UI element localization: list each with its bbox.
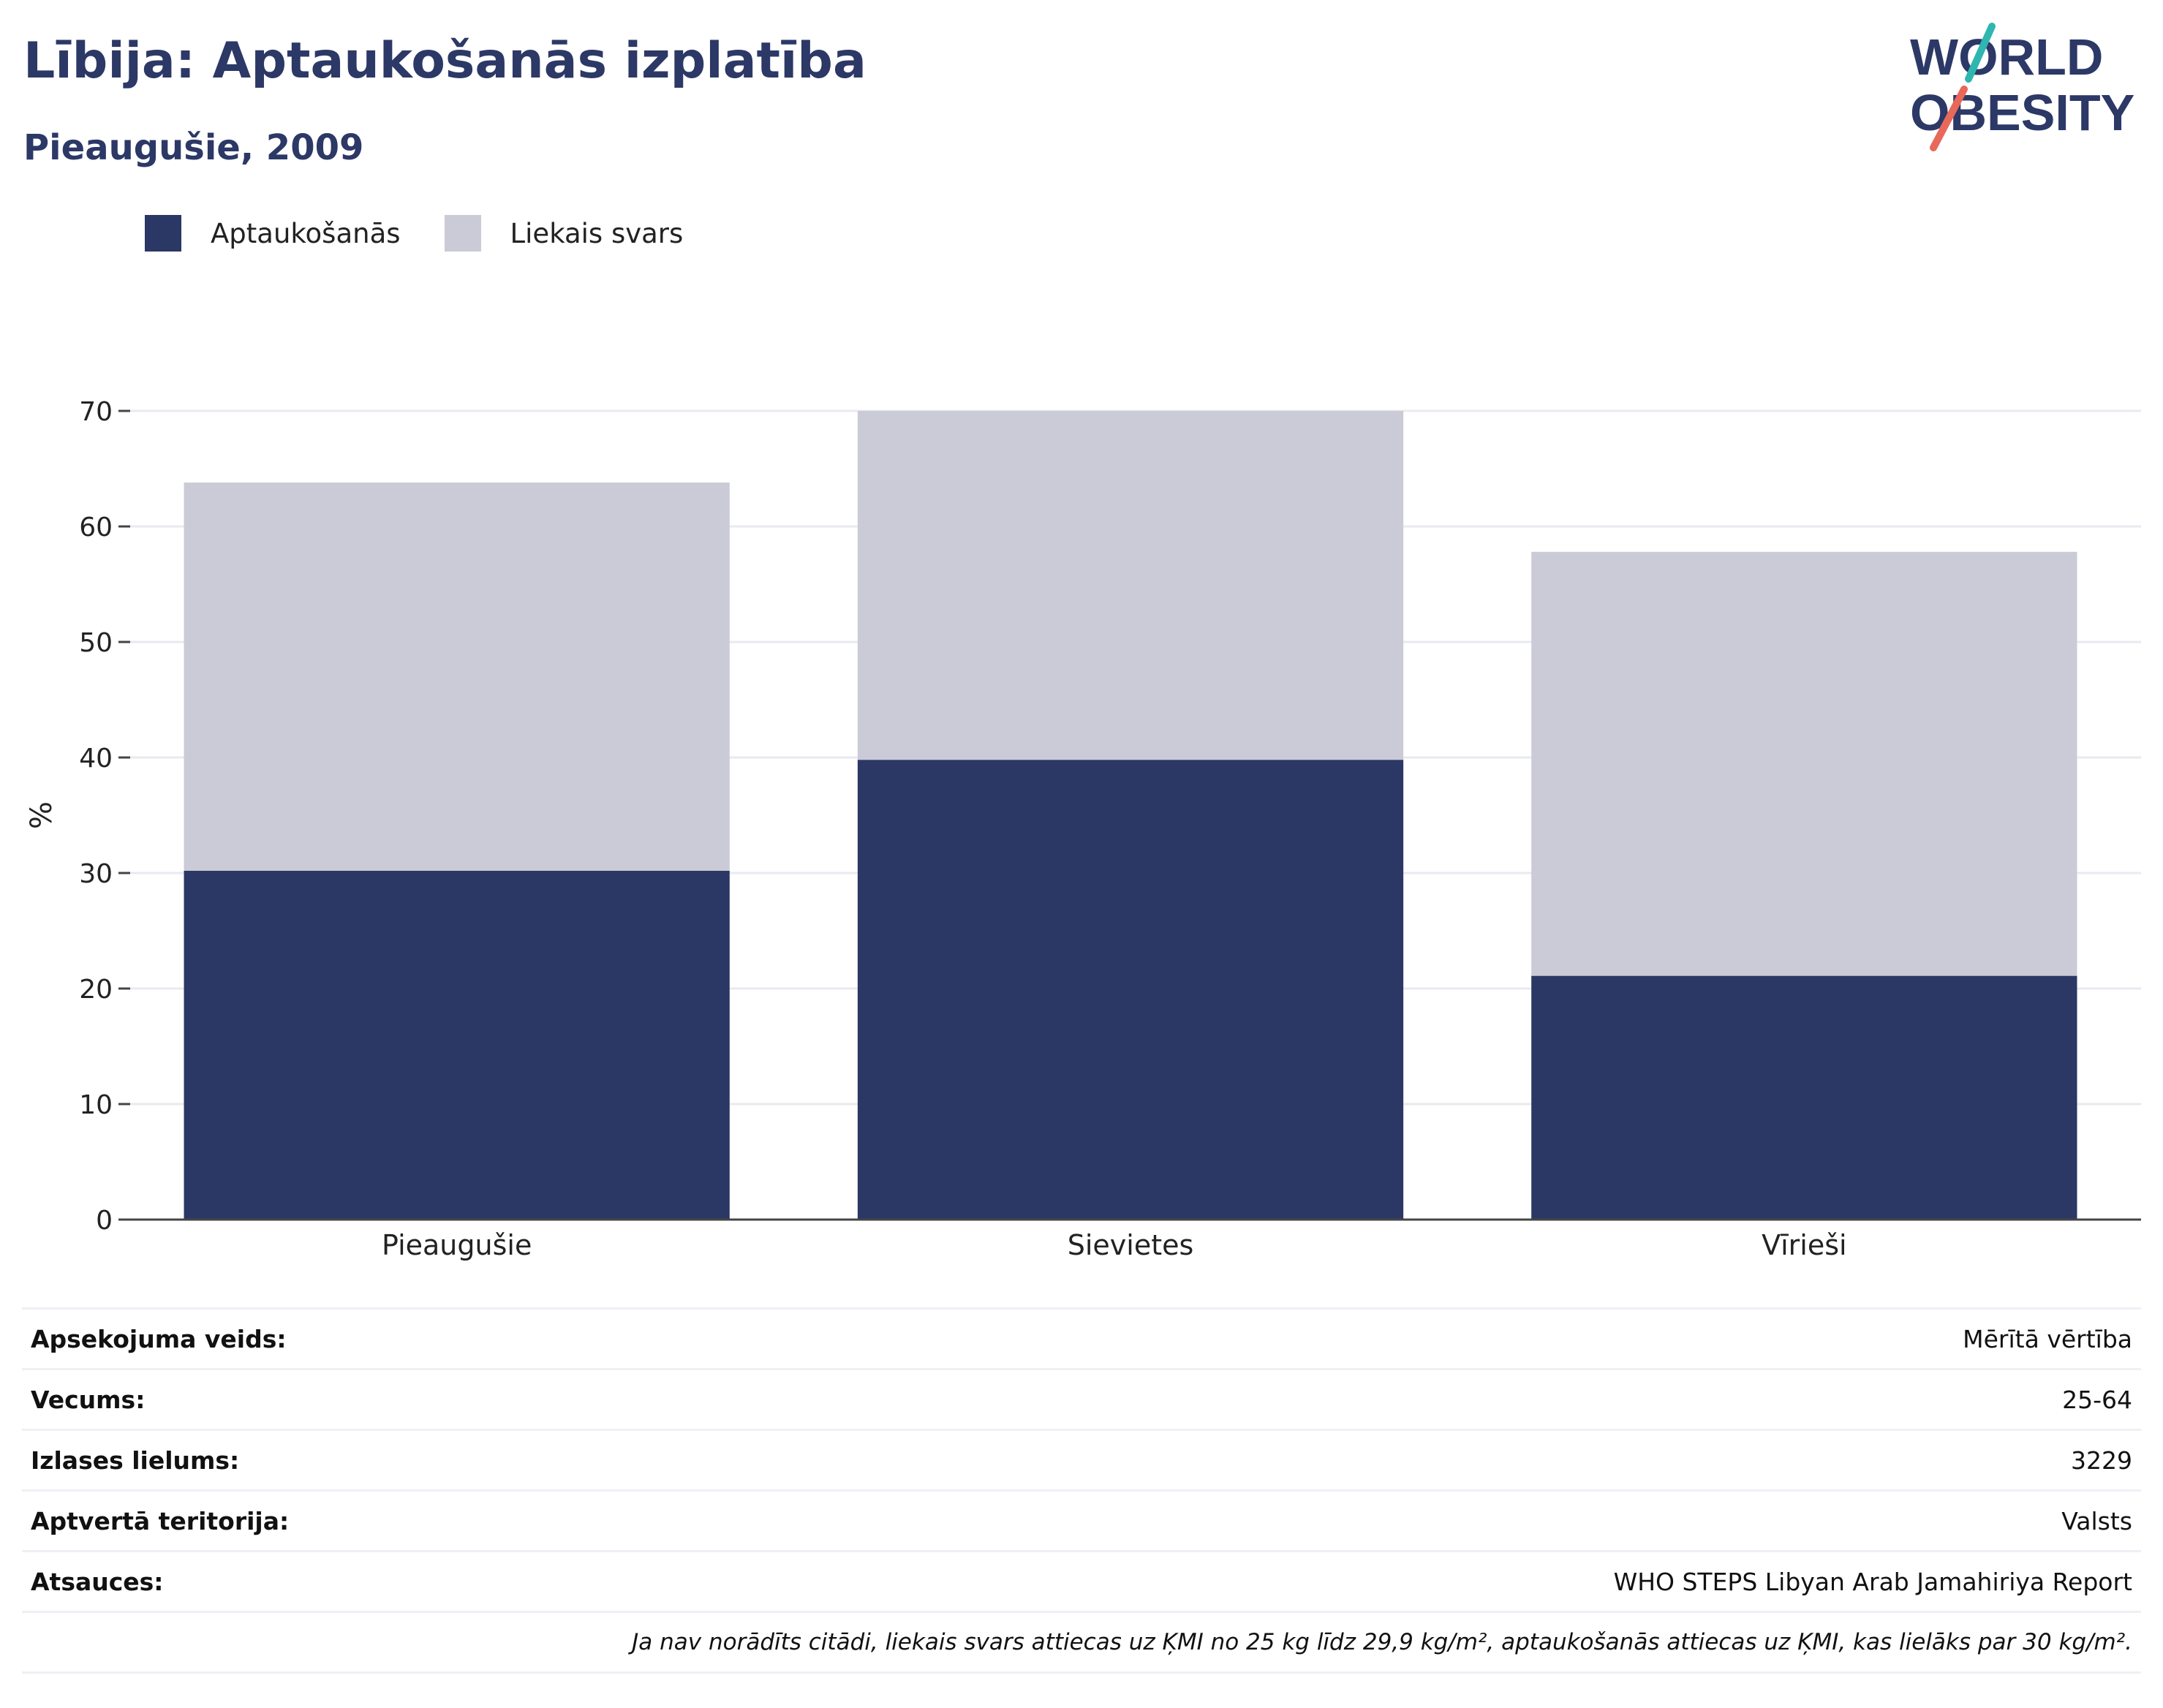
- info-value: Valsts: [2061, 1506, 2132, 1535]
- definition-note: Ja nav norādīts citādi, liekais svars at…: [22, 1613, 2141, 1674]
- bar-obesity: [1531, 975, 2077, 1220]
- bar-overweight: [184, 482, 730, 871]
- logo-word-obesity: OBESITY: [1910, 84, 2134, 141]
- info-key: Aptvertā teritorija:: [31, 1506, 290, 1535]
- survey-info-table: Apsekojuma veids: Mērītā vērtība Vecums:…: [22, 1307, 2141, 1674]
- y-tick-label: 70: [79, 397, 113, 427]
- chart-title: Lībija: Aptaukošanās izplatība: [23, 32, 867, 90]
- chart-legend: Aptaukošanās Liekais svars: [145, 215, 683, 252]
- legend-label-obesity: Aptaukošanās: [211, 217, 401, 249]
- info-row: Izlases lielums: 3229: [22, 1431, 2141, 1492]
- chart-subtitle: Pieaugušie, 2009: [23, 127, 364, 168]
- legend-swatch-obesity: [145, 215, 181, 252]
- y-tick-label: 0: [96, 1206, 113, 1236]
- info-row: Atsauces: WHO STEPS Libyan Arab Jamahiri…: [22, 1552, 2141, 1613]
- bar-obesity: [184, 870, 730, 1220]
- x-tick-label: Sievietes: [1068, 1229, 1194, 1261]
- info-key: Izlases lielums:: [31, 1446, 240, 1475]
- bar-obesity: [857, 760, 1404, 1220]
- info-value: Mērītā vērtība: [1963, 1324, 2132, 1353]
- y-tick-label: 60: [79, 513, 113, 543]
- legend-swatch-overweight: [444, 215, 481, 252]
- info-row: Apsekojuma veids: Mērītā vērtība: [22, 1310, 2141, 1370]
- y-tick-label: 30: [79, 859, 113, 889]
- y-tick-label: 50: [79, 628, 113, 658]
- info-row: Aptvertā teritorija: Valsts: [22, 1492, 2141, 1552]
- legend-item-obesity[interactable]: Aptaukošanās: [145, 215, 401, 252]
- info-row: Vecums: 25-64: [22, 1370, 2141, 1431]
- x-tick-label: Vīrieši: [1762, 1229, 1846, 1261]
- info-key: Vecums:: [31, 1385, 146, 1414]
- x-tick-label: Pieaugušie: [382, 1229, 532, 1261]
- y-tick-label: 40: [79, 744, 113, 774]
- y-axis-label: %: [25, 801, 58, 829]
- y-tick-label: 20: [79, 975, 113, 1005]
- world-obesity-logo: WORLD OBESITY: [1910, 23, 2134, 151]
- bar-overweight: [1531, 551, 2077, 976]
- stacked-bar-chart: 0 10 20 30 40 50 60 70% Pieaugušie Sievietes Vīrie…: [25, 397, 2141, 1261]
- info-value: 25-64: [2062, 1385, 2132, 1414]
- logo-slash-red: [1930, 86, 1968, 151]
- bar-overweight: [857, 411, 1404, 760]
- info-key: Atsauces:: [31, 1567, 164, 1596]
- info-value: WHO STEPS Libyan Arab Jamahiriya Report: [1613, 1567, 2132, 1596]
- legend-item-overweight[interactable]: Liekais svars: [444, 215, 684, 252]
- logo-slash-teal: [1965, 23, 1996, 83]
- y-tick-label: 10: [79, 1090, 113, 1120]
- legend-label-overweight: Liekais svars: [510, 217, 684, 249]
- logo-word-world: WORLD: [1910, 29, 2103, 86]
- info-key: Apsekojuma veids:: [31, 1324, 287, 1353]
- info-value: 3229: [2071, 1446, 2132, 1475]
